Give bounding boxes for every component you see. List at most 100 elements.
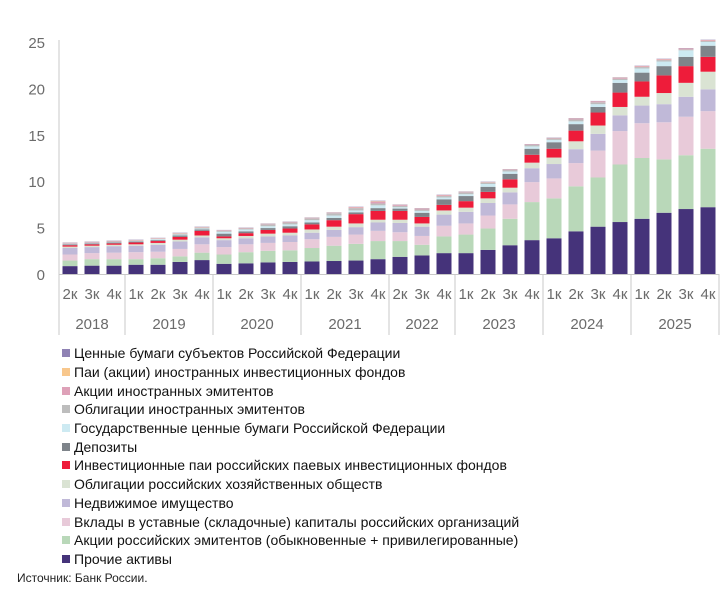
bar-segment: [546, 157, 562, 165]
bar-segment: [238, 235, 254, 239]
bar-segment: [700, 207, 716, 274]
bar-segment: [194, 237, 210, 245]
bar-stack: [480, 181, 496, 274]
bar-segment: [546, 238, 562, 274]
bar-segment: [260, 229, 276, 234]
bar-segment: [414, 209, 430, 211]
bar-segment: [62, 254, 78, 261]
x-tick-label-quarter: 4к: [371, 286, 386, 303]
legend-item: Облигации иностранных эмитентов: [62, 400, 519, 419]
bar-segment: [590, 133, 606, 151]
bar-segment: [546, 198, 562, 239]
bar-segment: [590, 226, 606, 274]
x-tick-label-quarter: 3к: [415, 286, 430, 303]
legend-swatch: [62, 461, 70, 470]
bar-segment: [700, 111, 716, 149]
bar-segment: [238, 238, 254, 245]
source-note: Источник: Банк России.: [17, 571, 148, 585]
x-tick-label-year: 2025: [658, 316, 691, 333]
bar-segment: [194, 252, 210, 261]
bar-segment: [62, 266, 78, 274]
bar-segment: [326, 220, 342, 227]
bar-segment: [216, 236, 232, 239]
bar-stack: [590, 100, 606, 274]
bar-segment: [216, 247, 232, 255]
bar-segment: [612, 106, 628, 116]
bar-segment: [282, 228, 298, 233]
bar-stack: [612, 77, 628, 274]
bar-segment: [260, 224, 276, 227]
x-tick-label-quarter: 2к: [151, 286, 166, 303]
x-tick-label-year: 2020: [240, 316, 273, 333]
bar-segment: [326, 261, 342, 274]
x-tick-label-quarter: 2к: [657, 286, 672, 303]
bar-segment: [678, 155, 694, 210]
bar-segment: [370, 230, 386, 242]
bar-segment: [568, 130, 584, 142]
bar-segment: [656, 61, 672, 67]
bar-segment: [84, 244, 100, 246]
bar-segment: [194, 244, 210, 253]
bar-stack: [326, 212, 342, 274]
y-tick-label: 20: [28, 81, 45, 98]
bar-segment: [216, 240, 232, 248]
bar-segment: [568, 231, 584, 274]
legend: Ценные бумаги субъектов Российской Федер…: [62, 344, 519, 568]
bar-stack: [700, 39, 716, 274]
bar-segment: [678, 66, 694, 83]
bar-segment: [524, 146, 540, 149]
bar-segment: [392, 219, 408, 223]
legend-label: Инвестиционные паи российских паевых инв…: [74, 457, 507, 474]
bar-stack: [656, 58, 672, 274]
bar-segment: [612, 92, 628, 107]
bar-segment: [502, 192, 518, 205]
bar-segment: [282, 232, 298, 236]
bar-segment: [656, 75, 672, 94]
bar-segment: [700, 45, 716, 57]
bar-segment: [238, 231, 254, 234]
legend-label: Недвижимое имущество: [74, 494, 234, 511]
bar-segment: [700, 71, 716, 90]
bar-segment: [502, 173, 518, 180]
bar-segment: [656, 59, 672, 61]
bar-segment: [612, 164, 628, 223]
bar-segment: [568, 149, 584, 164]
x-tick-label-quarter: 3к: [591, 286, 606, 303]
bar-segment: [150, 241, 166, 243]
bar-segment: [546, 142, 562, 149]
x-tick-label-quarter: 4к: [283, 286, 298, 303]
bar-segment: [282, 250, 298, 262]
bar-segment: [678, 49, 694, 51]
bar-segment: [84, 265, 100, 274]
bar-segment: [128, 245, 144, 253]
bar-segment: [128, 242, 144, 245]
bar-segment: [84, 245, 100, 248]
y-tick-label: 15: [28, 128, 45, 145]
bar-segment: [106, 242, 122, 244]
bar-segment: [392, 205, 408, 208]
bar-segment: [414, 255, 430, 274]
legend-swatch: [62, 480, 70, 489]
bar-segment: [84, 243, 100, 245]
bar-segment: [304, 222, 320, 225]
bar-segment: [128, 264, 144, 274]
bar-segment: [458, 253, 474, 274]
bar-segment: [216, 263, 232, 274]
legend-label: Облигации российских хозяйственных общес…: [74, 476, 383, 493]
bar-segment: [568, 121, 584, 125]
bar-segment: [480, 186, 496, 192]
legend-item: Вклады в уставные (складочные) капиталы …: [62, 512, 519, 531]
bar-segment: [348, 212, 364, 215]
bar-segment: [656, 212, 672, 274]
bar-segment: [502, 179, 518, 188]
bar-segment: [436, 199, 452, 205]
bar-segment: [678, 48, 694, 50]
bar-segment: [326, 215, 342, 218]
legend-item: Инвестиционные паи российских паевых инв…: [62, 456, 519, 475]
bar-segment: [568, 119, 584, 122]
bar-segment: [568, 163, 584, 187]
bar-segment: [84, 247, 100, 254]
x-tick-label-quarter: 2к: [239, 286, 254, 303]
bar-segment: [590, 101, 606, 103]
x-tick-label-quarter: 1к: [547, 286, 562, 303]
